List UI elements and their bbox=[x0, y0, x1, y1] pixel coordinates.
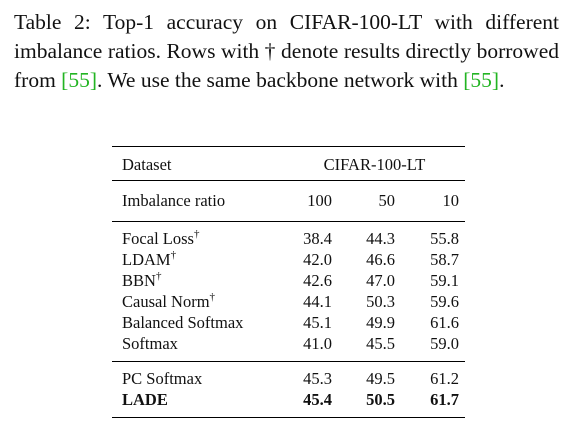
table-row: Softmax 41.0 45.5 59.0 bbox=[112, 333, 465, 362]
value-cell: 42.6 bbox=[303, 271, 332, 290]
method-name: Softmax bbox=[122, 334, 178, 353]
dagger-mark: † bbox=[170, 248, 177, 261]
value-cell: 38.4 bbox=[284, 221, 332, 249]
value-cell: 42.0 bbox=[303, 250, 332, 269]
value-cell: 49.9 bbox=[366, 313, 395, 332]
citation-link[interactable]: [55] bbox=[61, 68, 97, 92]
value-cell: 59.6 bbox=[430, 292, 459, 311]
value-cell: 61.7 bbox=[395, 389, 465, 418]
dagger-mark: † bbox=[209, 290, 216, 303]
ratio-header-label: Imbalance ratio bbox=[112, 180, 284, 222]
method-name: PC Softmax bbox=[112, 361, 284, 389]
table-row: BBN† 42.6 47.0 59.1 bbox=[112, 270, 465, 291]
ratio-header-cell: 50 bbox=[332, 180, 395, 222]
caption-text-middle: . We use the same backbone network with bbox=[97, 68, 464, 92]
dagger-mark: † bbox=[155, 269, 162, 282]
value-cell: 41.0 bbox=[303, 334, 332, 353]
method-name: LADE bbox=[112, 389, 284, 418]
ratio-header-cell: 10 bbox=[395, 180, 465, 222]
method-name: Focal Loss† bbox=[112, 221, 284, 249]
caption-text-prefix: Table 2: Top-1 accuracy on CIFAR-100-LT … bbox=[14, 10, 559, 92]
value-cell: 61.2 bbox=[395, 361, 465, 389]
dagger-mark: † bbox=[193, 227, 200, 240]
citation-link[interactable]: [55] bbox=[463, 68, 500, 92]
value-cell: 46.6 bbox=[366, 250, 395, 269]
caption-text-suffix: . bbox=[499, 68, 505, 92]
value-cell: 59.1 bbox=[430, 271, 459, 290]
method-name: Balanced Softmax bbox=[122, 313, 244, 332]
ratio-header-cell: 100 bbox=[284, 180, 332, 222]
table-row: LDAM† 42.0 46.6 58.7 bbox=[112, 249, 465, 270]
value-cell: 50.3 bbox=[366, 292, 395, 311]
method-name: LDAM† bbox=[122, 248, 177, 269]
value-cell: 45.5 bbox=[366, 334, 395, 353]
value-cell: 44.3 bbox=[332, 221, 395, 249]
table-row: PC Softmax 45.3 49.5 61.2 bbox=[112, 361, 465, 389]
table-caption: Table 2: Top-1 accuracy on CIFAR-100-LT … bbox=[14, 8, 559, 95]
value-cell: 49.5 bbox=[332, 361, 395, 389]
value-cell: 45.1 bbox=[303, 313, 332, 332]
value-cell: 47.0 bbox=[366, 271, 395, 290]
dataset-header-name: CIFAR-100-LT bbox=[284, 146, 465, 181]
ratio-header-row: Imbalance ratio 100 50 10 bbox=[112, 180, 465, 222]
method-name: Causal Norm† bbox=[122, 290, 216, 311]
value-cell: 59.0 bbox=[430, 334, 459, 353]
table-row: Focal Loss† 38.4 44.3 55.8 bbox=[112, 221, 465, 249]
table-row: Causal Norm† 44.1 50.3 59.6 bbox=[112, 291, 465, 312]
table-row: Balanced Softmax 45.1 49.9 61.6 bbox=[112, 312, 465, 333]
value-cell: 58.7 bbox=[430, 250, 459, 269]
value-cell: 61.6 bbox=[430, 313, 459, 332]
table-header-row: Dataset CIFAR-100-LT bbox=[112, 146, 465, 181]
value-cell: 45.3 bbox=[284, 361, 332, 389]
value-cell: 45.4 bbox=[284, 389, 332, 418]
value-cell: 44.1 bbox=[303, 292, 332, 311]
value-cell: 50.5 bbox=[332, 389, 395, 418]
value-cell: 55.8 bbox=[395, 221, 465, 249]
method-name: BBN† bbox=[122, 269, 162, 290]
dataset-header-label: Dataset bbox=[112, 146, 284, 181]
table-row: LADE 45.4 50.5 61.7 bbox=[112, 389, 465, 418]
results-table: Dataset CIFAR-100-LT Imbalance ratio 100… bbox=[112, 146, 465, 418]
